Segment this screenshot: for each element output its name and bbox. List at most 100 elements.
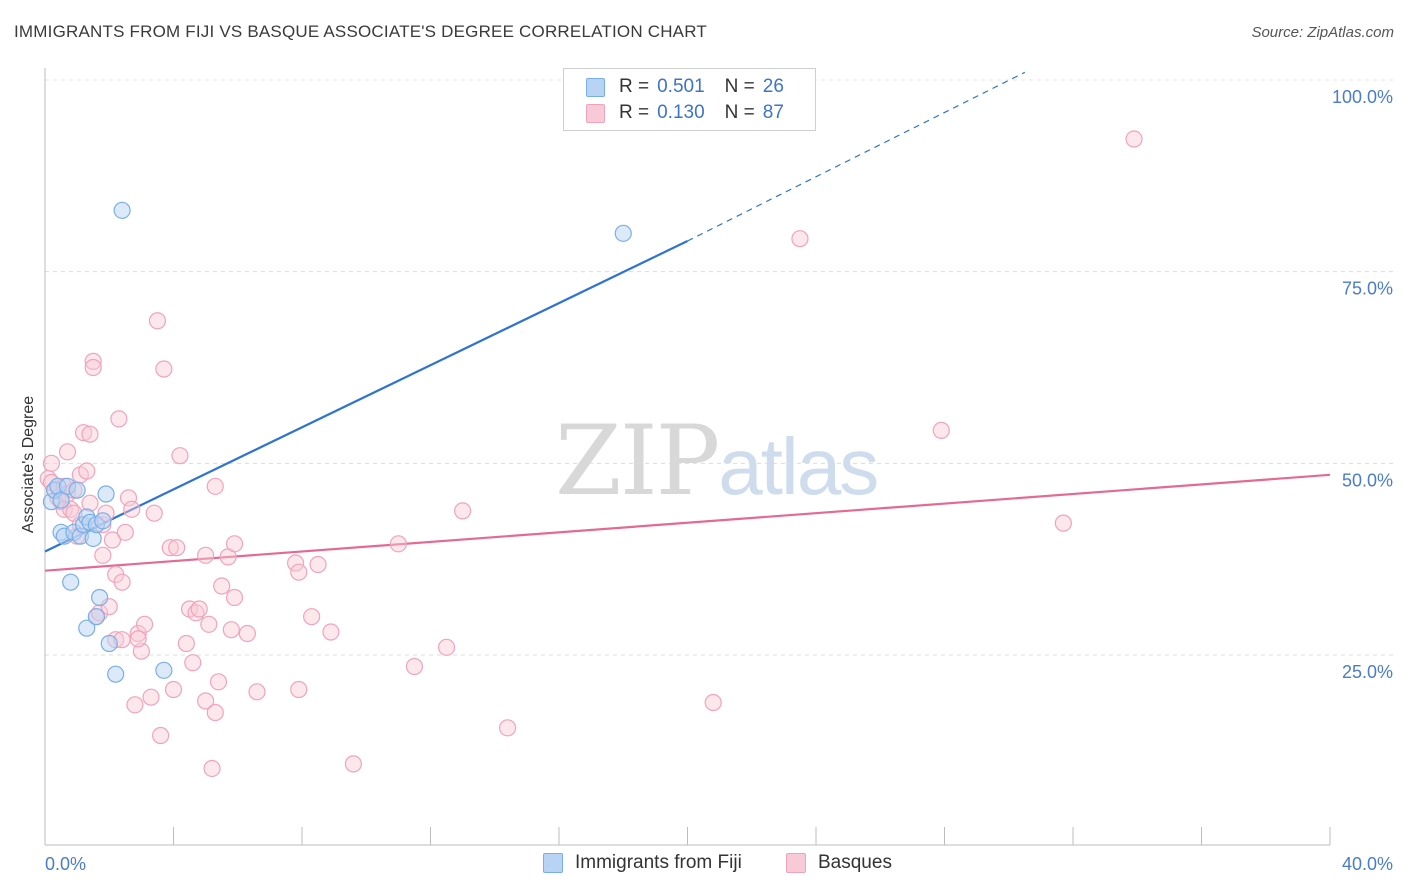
fiji-point [52,491,70,509]
basque-point [58,443,77,461]
fiji-trend-extension [687,71,1026,242]
fiji-point [78,619,96,637]
basque-point [177,634,195,653]
basque-point [84,352,102,370]
legend-label-basque: Basques [818,852,892,873]
basque-point [161,539,179,557]
basque-point [94,546,112,564]
fiji-point [91,588,109,607]
basque-point [248,683,266,701]
legend-n-value: 26 [762,76,784,97]
fiji-trend-line [44,240,688,553]
fiji-point [155,661,173,679]
basque-point [81,425,99,443]
axis-labels: 25.0% 50.0% 75.0% 100.0% 0.0% 40.0% Associate'… [20,87,1393,874]
series-legend: Immigrants from Fiji Basques [0,852,1406,878]
basque-point [309,555,327,574]
basque-point [168,539,186,557]
fiji-swatch-icon [543,853,563,873]
legend-row-basque: R = 0.130 N = 87 [586,101,784,125]
basque-point [206,703,224,722]
basque-point [290,680,308,699]
basque-point [1054,514,1072,532]
legend-r-label: R = [619,102,650,123]
basque-point [225,535,244,553]
basque-point [225,588,244,607]
basque-point [197,546,215,564]
basque-point [148,312,167,330]
basque-point [791,230,809,248]
watermark: ZIPatlas [555,405,879,517]
y-tick-label: 75.0% [1342,279,1393,299]
basque-point [322,623,340,641]
trend-lines [44,71,1331,572]
basque-point [155,360,173,378]
legend-item-fiji[interactable]: Immigrants from Fiji [543,852,742,874]
chart-title: IMMIGRANTS FROM FIJI VS BASQUE ASSOCIATE… [14,22,707,41]
basque-point [110,410,128,428]
basque-point [200,615,218,633]
fiji-point [100,634,118,653]
legend-r-value: 0.501 [657,76,705,97]
basque-point [499,719,517,737]
watermark-zip: ZIP [555,405,720,517]
basque-point [152,726,170,745]
basque-point [1125,130,1143,148]
legend-row-fiji: R = 0.501 N = 26 [586,75,784,99]
basque-point [42,454,61,472]
basque-point [290,563,308,581]
basque-point [203,759,221,778]
basque-point [209,673,228,691]
fiji-point [62,573,80,591]
basque-point [932,421,950,439]
basque-point [164,680,183,699]
x-tick-label: 40.0% [1342,854,1393,874]
basque-point [437,638,456,656]
data-points [39,130,1143,778]
basque-point [344,755,362,773]
y-tick-label: 50.0% [1342,470,1393,490]
basque-point [145,504,163,522]
basque-point [129,630,147,648]
basque-point [184,654,202,672]
legend-r-value: 0.130 [657,102,705,123]
x-tick-label: 0.0% [45,854,86,874]
axes [44,68,1331,846]
legend-item-basque[interactable]: Basques [786,852,892,874]
basque-point [123,500,141,518]
basque-point [103,531,122,549]
basque-point [142,688,160,706]
grid-lines [45,79,1395,656]
source-label: Source: ZipAtlas.com [1251,24,1394,41]
fiji-point [107,665,125,683]
basque-point [171,447,189,465]
basque-point [238,624,256,643]
basque-point [405,657,424,676]
legend-r-label: R = [619,76,650,97]
fiji-point [68,481,86,499]
basque-point [389,535,407,553]
basque-point [126,696,144,714]
basque-point [286,554,305,572]
basque-point [222,621,240,639]
watermark-atlas: atlas [718,422,879,511]
basque-point [135,615,154,633]
basque-point [213,577,231,595]
legend-label-fiji: Immigrants from Fiji [575,852,742,873]
basque-point [84,358,102,377]
fiji-point [614,224,632,242]
fiji-point [87,608,106,626]
basque-point [129,624,147,643]
fiji-point [113,201,131,219]
basque-point [704,693,722,712]
y-tick-label: 25.0% [1342,662,1393,682]
basque-point [197,692,215,710]
stats-legend: R = 0.501 N = 26 R = 0.130 N = 87 [563,68,816,131]
legend-n-value: 87 [762,102,784,123]
basque-point [78,462,96,480]
fiji-point [97,485,115,503]
basque-point [74,424,93,442]
basque-point [454,502,472,520]
basque-point [303,608,321,626]
